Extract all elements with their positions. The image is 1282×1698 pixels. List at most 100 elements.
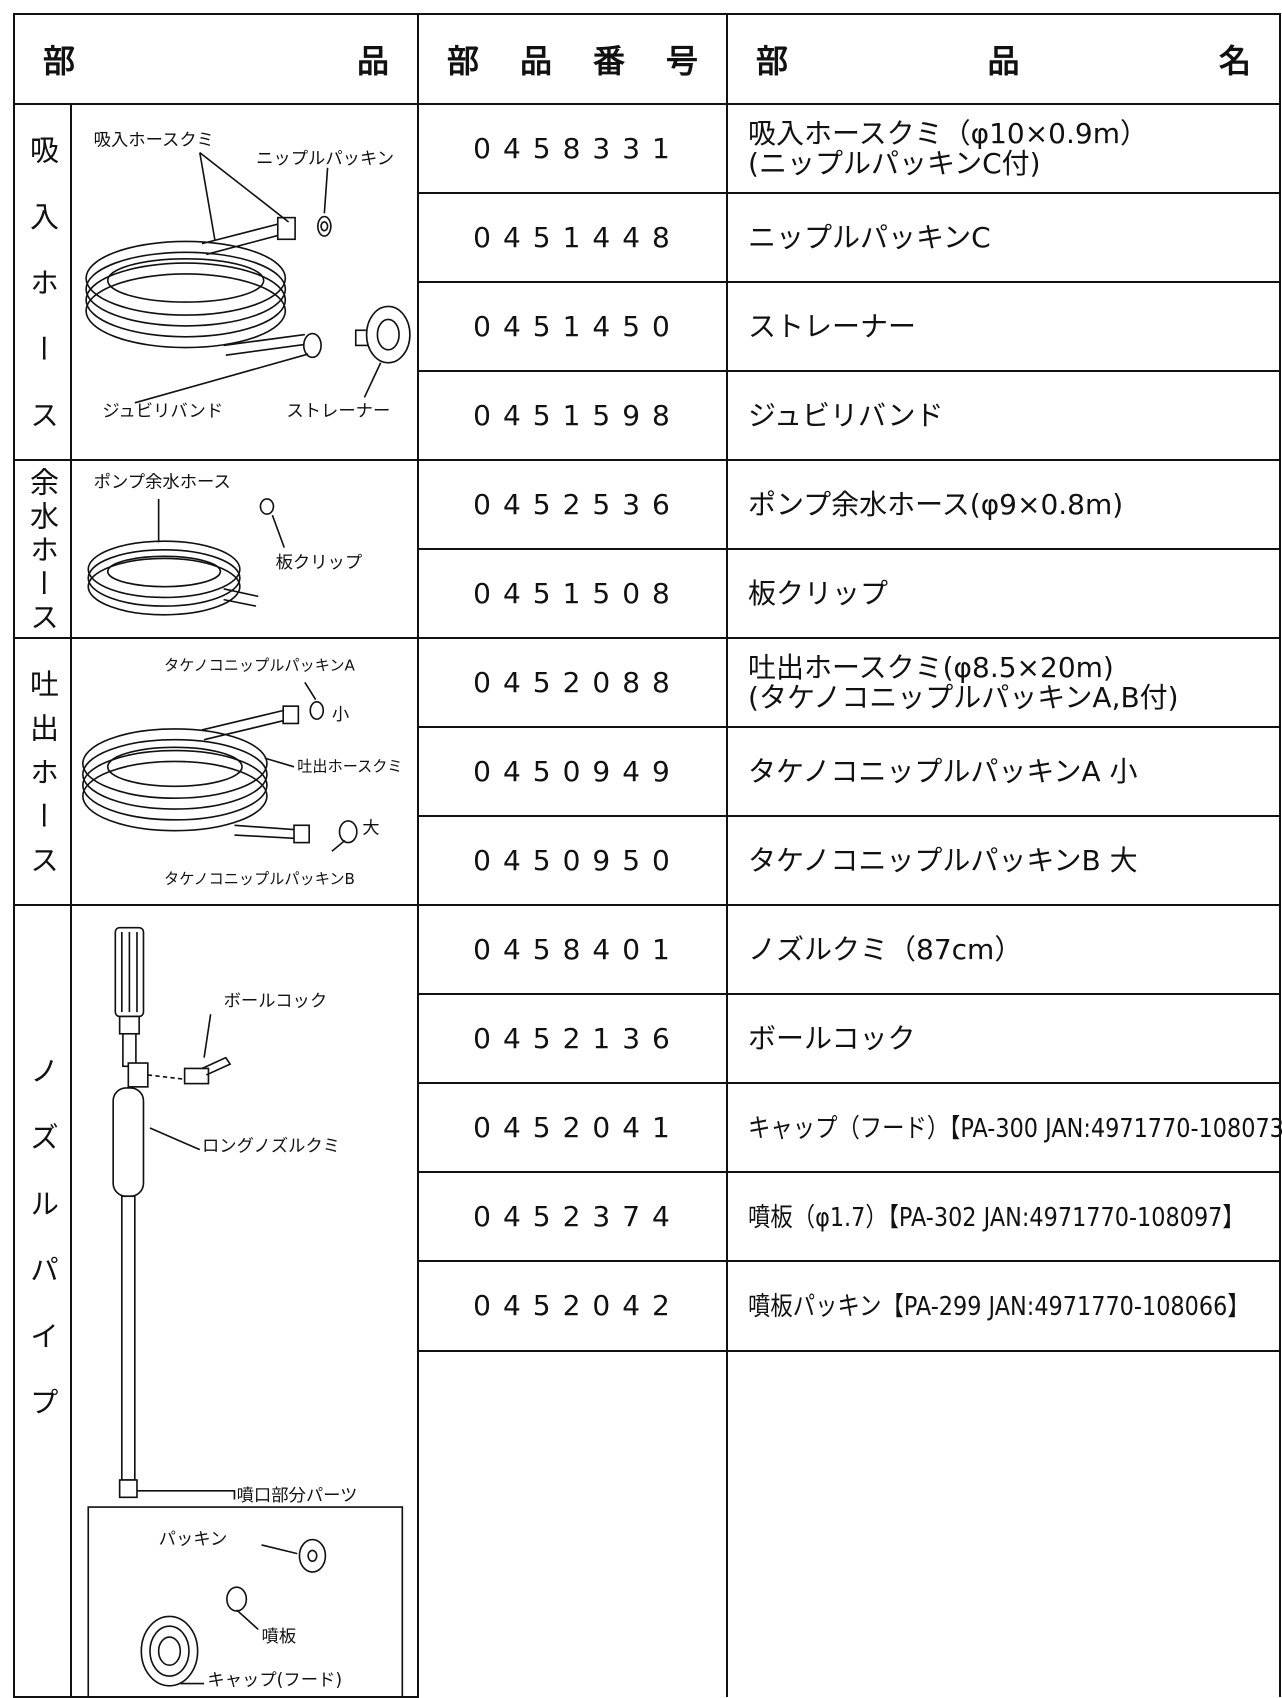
name-line: ニップルパッキンC: [748, 220, 991, 254]
row: 0451508 板クリップ: [14, 548, 1281, 639]
callout: 小: [332, 705, 349, 725]
part-name: ストレーナー: [726, 281, 1281, 372]
drawing: 吸入ホースクミ ニップルパッキン ジュビリバンド ストレーナー: [85, 131, 411, 421]
row: 0451598 ジュビリバンド: [14, 370, 1281, 461]
callout: ニップルパッキン: [256, 149, 394, 169]
part-number: 0458331: [417, 103, 729, 194]
row: 0450950 タケノコニップルパッキンB 大: [14, 815, 1281, 906]
name-line: キャップ（フード）【PA-300 JAN:4971770-108073】: [748, 1113, 1282, 1144]
row: ノズルパイプ: [13, 903, 1281, 1698]
callout: 板クリップ: [276, 553, 363, 573]
drawing: ボールコック ロングノズルクミ 噴口部分パーツ パッキン 噴板 キャップ(フード…: [87, 926, 404, 1696]
name-line: ストレーナー: [748, 309, 917, 343]
part-number: 0451450: [417, 281, 729, 372]
row: 吸入ホース 吸入ホースクミ ニップルパッキン ジュビ: [13, 103, 1281, 461]
name-line: タケノコニップルパッキンA 小: [748, 754, 1138, 788]
part-name: タケノコニップルパッキンB 大: [726, 815, 1281, 906]
part-number: 0452374: [417, 1171, 729, 1263]
name-line: ポンプ余水ホース(φ9×0.8m): [748, 487, 1124, 521]
row: 0451450 ストレーナー: [14, 281, 1281, 372]
callout: ロングノズルクミ: [202, 1136, 340, 1156]
name-line: ボールコック: [748, 1021, 916, 1055]
part-name: タケノコニップルパッキンA 小: [726, 726, 1281, 817]
name-line: 噴板パッキン【PA-299 JAN:4971770-108066】: [748, 1291, 1250, 1322]
part-number: 0451508: [417, 548, 729, 639]
drawing: ポンプ余水ホース 板クリップ: [87, 473, 363, 616]
callout: タケノコニップルパッキンB: [164, 870, 355, 888]
group-label: 吐出ホース: [13, 637, 72, 906]
empty-cell: [417, 1349, 729, 1697]
name-line: 吸入ホースクミ（φ10×0.9m）: [748, 117, 1148, 151]
illustration-cell: ボールコック ロングノズルクミ 噴口部分パーツ パッキン 噴板 キャップ(フード…: [69, 904, 420, 1698]
group-label: 余水ホース: [13, 459, 72, 639]
part-number: 0451598: [417, 370, 729, 461]
header-part: 部品: [12, 13, 420, 105]
drain-hose-illustration: ポンプ余水ホース 板クリップ: [87, 473, 363, 616]
part-number: 0450950: [417, 815, 729, 906]
callout: 噴口部分パーツ: [237, 1486, 358, 1506]
part-name: ジュビリバンド: [726, 370, 1281, 461]
part-number: 0451448: [417, 192, 729, 283]
callout: キャップ(フード): [207, 1670, 342, 1690]
part-name: キャップ（フード）【PA-300 JAN:4971770-108073】: [726, 1082, 1282, 1174]
group-label: 吸入ホース: [13, 103, 72, 461]
name-line: ノズルクミ（87cm）: [748, 932, 1023, 966]
suction-hose-illustration: 吸入ホースクミ ニップルパッキン ジュビリバンド ストレーナー: [85, 131, 411, 421]
part-number: 0452088: [417, 637, 729, 728]
illustration-cell: 吸入ホースクミ ニップルパッキン ジュビリバンド ストレーナー: [69, 103, 420, 461]
name-line: (ニップルパッキンC付): [748, 146, 1041, 180]
part-name: 吐出ホースクミ(φ8.5×20m) (タケノコニップルパッキンA,B付): [726, 637, 1281, 728]
part-name: ニップルパッキンC: [726, 192, 1281, 283]
drawing: タケノコニップルパッキンA 小 吐出ホースクミ 大 タケノコニップルパッキンB: [82, 657, 403, 888]
row: 0452136 ボールコック: [14, 993, 1281, 1085]
part-name: ポンプ余水ホース(φ9×0.8m): [726, 459, 1281, 550]
nozzle-illustration: ボールコック ロングノズルクミ 噴口部分パーツ パッキン 噴板 キャップ(フード…: [87, 926, 404, 1696]
row: 0452374 噴板（φ1.7）【PA-302 JAN:4971770-1080…: [14, 1171, 1281, 1263]
row: 0451448 ニップルパッキンC: [14, 192, 1281, 283]
header-name: 部品名: [726, 13, 1281, 105]
name-line: ジュビリバンド: [748, 398, 944, 432]
callout: 大: [362, 819, 379, 839]
illustration-cell: タケノコニップルパッキンA 小 吐出ホースクミ 大 タケノコニップルパッキンB: [69, 637, 420, 906]
header-row: 部品 部品番号 部品名: [12, 13, 1281, 105]
empty-row: [14, 1349, 1281, 1697]
group-label: ノズルパイプ: [13, 904, 72, 1698]
name-line: 板クリップ: [748, 576, 889, 610]
row: 吐出ホース タケノコニップルパッキンA 小 吐出ホースクミ 大 タケノコニ: [13, 637, 1281, 906]
name-line: 噴板（φ1.7）【PA-302 JAN:4971770-108097】: [748, 1202, 1245, 1233]
part-number: 0458401: [417, 903, 729, 996]
callout: ジュビリバンド: [102, 401, 223, 421]
row: 余水ホース ポンプ余水ホース 板クリップ 0452536 ポンプ余水ホース(φ9…: [13, 459, 1281, 639]
part-number: 0452041: [417, 1082, 729, 1174]
name-line: タケノコニップルパッキンB 大: [748, 843, 1138, 877]
callout: 噴板: [262, 1627, 297, 1647]
part-number: 0452536: [417, 459, 729, 550]
name-line: 吐出ホースクミ(φ8.5×20m): [748, 651, 1114, 685]
row: 0452041 キャップ（フード）【PA-300 JAN:4971770-108…: [14, 1082, 1282, 1174]
part-name: 板クリップ: [726, 548, 1281, 639]
row: 0452042 噴板パッキン【PA-299 JAN:4971770-108066…: [14, 1260, 1281, 1352]
part-name: 噴板パッキン【PA-299 JAN:4971770-108066】: [726, 1260, 1281, 1352]
part-number: 0452042: [417, 1260, 729, 1352]
illustration-cell: ポンプ余水ホース 板クリップ: [69, 459, 420, 639]
part-number: 0450949: [417, 726, 729, 817]
part-name: ボールコック: [726, 993, 1281, 1085]
header-number: 部品番号: [417, 13, 729, 105]
callout: 吸入ホースクミ: [94, 131, 214, 151]
part-number: 0452136: [417, 993, 729, 1085]
callout: ボールコック: [224, 991, 328, 1011]
empty-cell: [726, 1349, 1281, 1697]
part-name: ノズルクミ（87cm）: [726, 903, 1281, 996]
part-name: 噴板（φ1.7）【PA-302 JAN:4971770-108097】: [726, 1171, 1281, 1263]
callout: パッキン: [159, 1530, 228, 1550]
callout: 吐出ホースクミ: [297, 757, 402, 775]
name-line: (タケノコニップルパッキンA,B付): [748, 680, 1179, 714]
row: 0450949 タケノコニップルパッキンA 小: [14, 726, 1281, 817]
discharge-hose-illustration: タケノコニップルパッキンA 小 吐出ホースクミ 大 タケノコニップルパッキンB: [82, 657, 403, 888]
callout: ストレーナー: [286, 401, 390, 421]
callout: タケノコニップルパッキンA: [164, 657, 356, 675]
parts-table: 部品 部品番号 部品名 吸入ホース 吸入ホースクミ: [12, 13, 1282, 1698]
callout: ポンプ余水ホース: [94, 473, 231, 493]
